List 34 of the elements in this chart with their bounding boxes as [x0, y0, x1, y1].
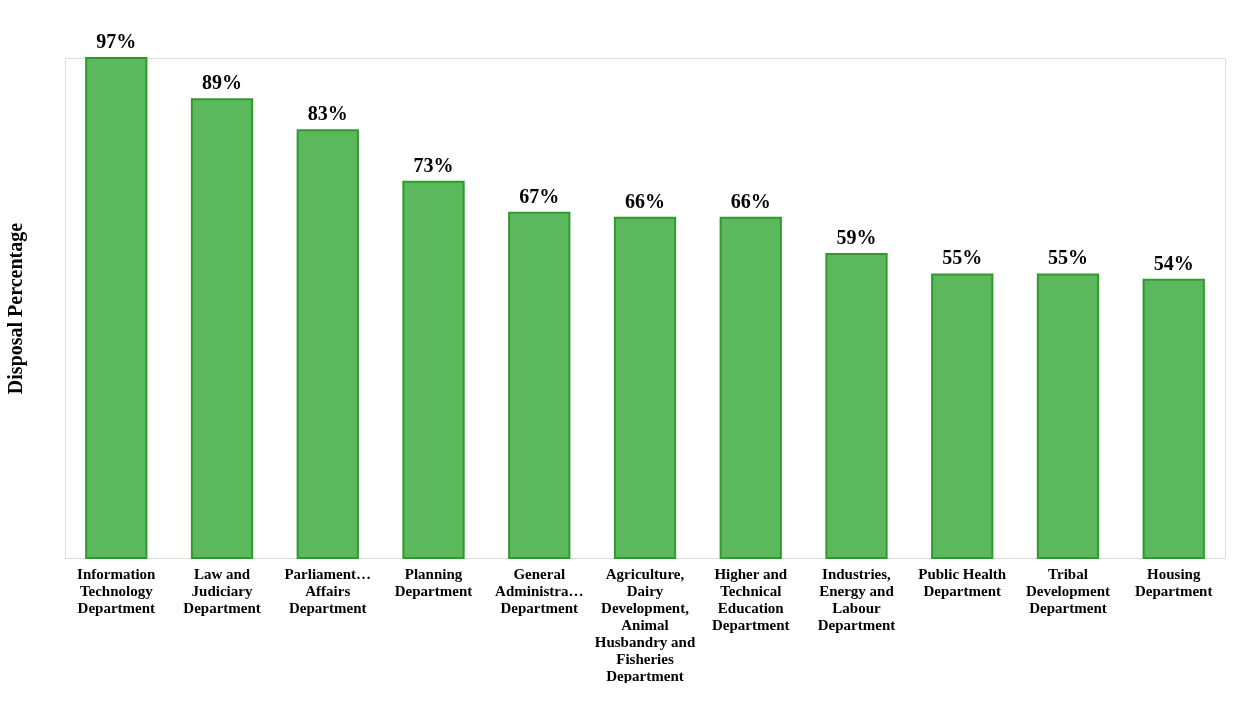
bar — [508, 211, 571, 559]
bar — [719, 216, 782, 559]
data-label: 83% — [307, 102, 348, 125]
data-label: 66% — [625, 189, 665, 212]
data-label: 67% — [519, 184, 560, 207]
bar — [931, 273, 994, 559]
x-tick-label: Information Technology Department — [77, 565, 157, 616]
bar — [1142, 278, 1205, 559]
data-label: 66% — [730, 189, 771, 212]
x-tick-label: Law and Judiciary Department — [183, 565, 261, 616]
data-label: 54% — [1153, 251, 1194, 274]
data-label: 55% — [1047, 246, 1088, 269]
bar — [613, 216, 677, 559]
x-tick-label: Parliament… Affairs Department — [284, 565, 372, 616]
bar — [402, 180, 465, 559]
y-axis-title: Disposal Percentage — [3, 222, 27, 395]
data-label: 89% — [202, 71, 243, 94]
bar — [1036, 273, 1100, 559]
x-tick-label: Public Health Department — [918, 565, 1007, 599]
data-label: 55% — [942, 246, 983, 269]
bar — [85, 57, 148, 559]
bar — [190, 98, 254, 559]
data-label: 59% — [836, 225, 877, 248]
x-tick-label: General Administra… Department — [495, 565, 584, 616]
x-tick-label: Higher and Technical Education Department — [712, 565, 790, 633]
x-tick-label: Housing Department — [1134, 565, 1213, 599]
x-tick-label: Industries, Energy and Labour Department — [817, 565, 896, 633]
data-label: 97% — [96, 30, 137, 52]
bar — [825, 252, 888, 559]
x-tick-label: Agriculture, Dairy Development, Animal Husbandry and Fisheries Department — [594, 565, 696, 684]
x-tick-label: Planning Department — [394, 565, 473, 599]
x-tick-label: Tribal Development Department — [1025, 565, 1111, 616]
data-label: 73% — [413, 153, 454, 176]
bar — [296, 129, 359, 559]
